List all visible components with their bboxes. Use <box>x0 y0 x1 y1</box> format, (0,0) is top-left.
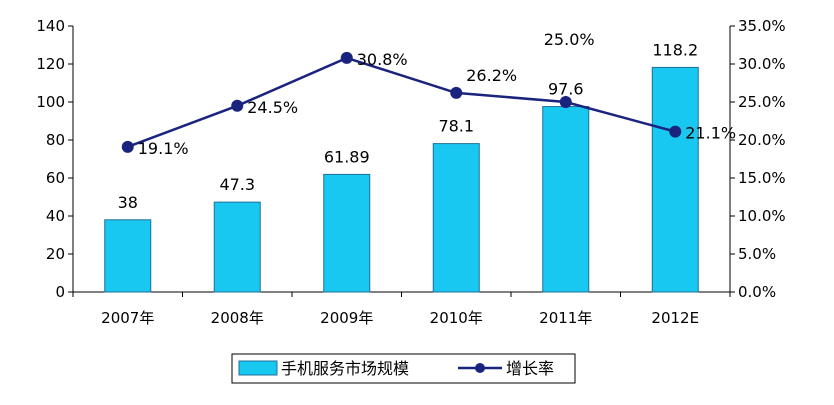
legend-line-marker <box>475 363 485 373</box>
y-left-tick-label: 40 <box>46 207 65 225</box>
y-left-tick-label: 80 <box>46 131 65 149</box>
y-left-tick-label: 120 <box>36 55 65 73</box>
growth-rate-point <box>231 99 244 112</box>
bar-value-label: 78.1 <box>438 117 474 136</box>
growth-rate-point <box>669 125 682 138</box>
growth-rate-label: 21.1% <box>685 124 736 143</box>
growth-rate-label: 30.8% <box>357 50 408 69</box>
bar <box>213 201 261 293</box>
growth-rate-label: 19.1% <box>138 139 189 158</box>
bar-value-label: 97.6 <box>548 80 584 99</box>
y-right-tick-label: 0.0% <box>738 283 776 301</box>
y-right-tick-label: 10.0% <box>738 207 786 225</box>
data-labels: 38 47.3 61.89 78.1 97.6 118.2 19.1% 24.5% 30.8% 2… <box>118 30 737 212</box>
bar <box>651 66 699 293</box>
legend-box <box>231 353 576 384</box>
legend-bar-label: 手机服务市场规模 <box>281 359 409 378</box>
y-left-tick-label: 100 <box>36 93 65 111</box>
chart-axes: 0 20 40 60 80 100 120 140 0.0% 5.0% 10.0% 15.0% 20.0… <box>36 17 785 327</box>
y-left-tick-label: 60 <box>46 169 65 187</box>
x-tick-label: 2011年 <box>539 309 592 327</box>
legend-bar-swatch <box>238 360 278 376</box>
x-tick-label: 2007年 <box>101 309 154 327</box>
y-right-tick-label: 5.0% <box>738 245 776 263</box>
bar-value-label: 38 <box>118 193 138 212</box>
growth-rate-point <box>340 51 353 64</box>
y-right-tick-label: 30.0% <box>738 55 786 73</box>
growth-rate-point <box>559 96 572 108</box>
growth-rate-label: 24.5% <box>247 98 298 117</box>
bar <box>432 143 480 293</box>
y-left-tick-label: 140 <box>36 17 65 35</box>
y-left-tick-label: 0 <box>55 283 65 301</box>
growth-rate-label: 26.2% <box>466 66 517 85</box>
x-tick-label: 2009年 <box>320 309 373 327</box>
y-left-tick-label: 20 <box>46 245 65 263</box>
growth-rate-label: 25.0% <box>544 30 595 49</box>
bar-value-label: 61.89 <box>324 147 370 166</box>
line-series <box>121 51 682 153</box>
chart-legend: 手机服务市场规模 增长率 <box>231 353 576 384</box>
bar-value-label: 118.2 <box>652 40 698 59</box>
x-tick-label: 2012E <box>651 309 699 327</box>
growth-rate-point <box>121 140 134 153</box>
bar <box>104 219 152 293</box>
y-right-tick-label: 25.0% <box>738 93 786 111</box>
x-tick-label: 2010年 <box>430 309 483 327</box>
y-right-tick-label: 35.0% <box>738 17 786 35</box>
growth-rate-point <box>450 86 463 99</box>
bar <box>323 173 371 293</box>
legend-line-label: 增长率 <box>506 359 554 378</box>
x-tick-label: 2008年 <box>211 309 264 327</box>
bar <box>542 106 590 293</box>
y-right-tick-label: 20.0% <box>738 131 786 149</box>
bar-value-label: 47.3 <box>219 175 255 194</box>
y-right-tick-label: 15.0% <box>738 169 786 187</box>
bar-series <box>104 66 699 293</box>
growth-rate-line <box>127 56 676 149</box>
